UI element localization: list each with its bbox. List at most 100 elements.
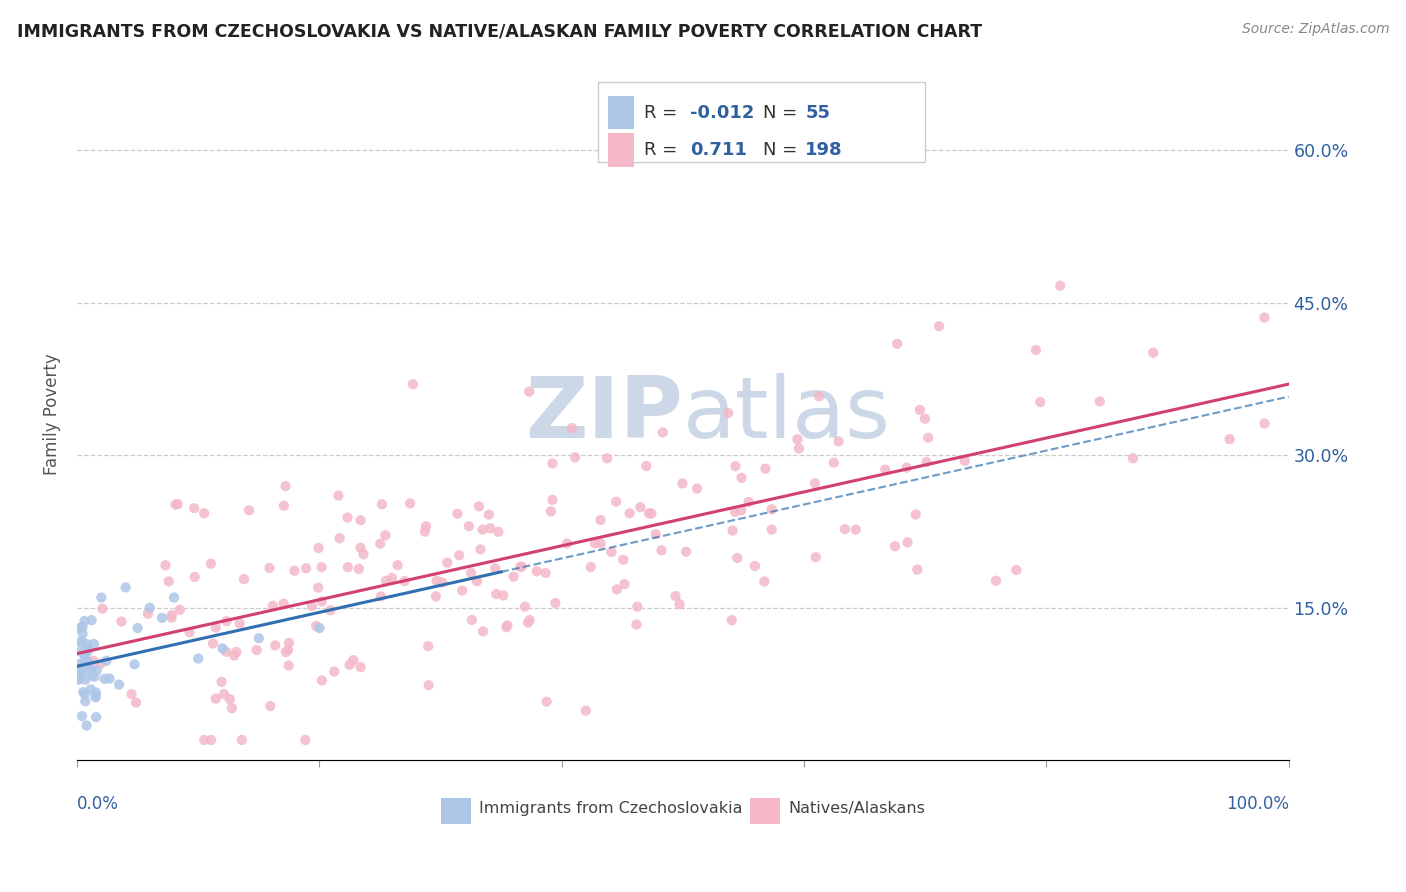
- Point: [76, 637, 98, 651]
- Point: [93, 672, 115, 686]
- Point: [510, 559, 533, 574]
- Point: [1049, 278, 1071, 293]
- Point: [1219, 432, 1241, 446]
- Point: [884, 539, 907, 553]
- Point: [517, 615, 540, 630]
- Point: [664, 589, 686, 603]
- Point: [461, 613, 484, 627]
- Point: [278, 636, 301, 650]
- Point: [160, 607, 183, 622]
- Point: [72, 620, 94, 634]
- Text: ZIP: ZIP: [526, 373, 683, 456]
- Point: [73, 614, 96, 628]
- Point: [626, 599, 648, 614]
- Text: 0.0%: 0.0%: [77, 795, 120, 813]
- Point: [502, 569, 524, 583]
- Point: [224, 648, 246, 663]
- Point: [90, 591, 112, 605]
- Point: [675, 545, 697, 559]
- Point: [436, 556, 458, 570]
- Point: [84, 685, 107, 699]
- Point: [233, 572, 256, 586]
- Point: [91, 601, 114, 615]
- Point: [349, 513, 371, 527]
- Point: [75, 648, 97, 662]
- Point: [413, 524, 436, 539]
- Point: [75, 694, 97, 708]
- Point: [725, 550, 748, 565]
- Point: [761, 523, 783, 537]
- Point: [613, 577, 636, 591]
- Point: [619, 506, 641, 520]
- Point: [686, 482, 709, 496]
- Point: [215, 645, 238, 659]
- Point: [823, 456, 845, 470]
- Point: [638, 506, 661, 520]
- Point: [896, 460, 918, 475]
- Point: [183, 501, 205, 516]
- Point: [295, 561, 318, 575]
- Point: [928, 319, 950, 334]
- Point: [80, 613, 103, 627]
- Bar: [607, 96, 634, 129]
- Text: R =: R =: [644, 103, 683, 121]
- Point: [541, 492, 564, 507]
- Point: [845, 523, 868, 537]
- Point: [277, 643, 299, 657]
- Point: [121, 687, 143, 701]
- Point: [336, 510, 359, 524]
- Point: [492, 589, 515, 603]
- Point: [80, 664, 103, 678]
- Point: [589, 513, 612, 527]
- Text: IMMIGRANTS FROM CZECHOSLOVAKIA VS NATIVE/ALASKAN FAMILY POVERTY CORRELATION CHAR: IMMIGRANTS FROM CZECHOSLOVAKIA VS NATIVE…: [17, 22, 981, 40]
- Point: [67, 673, 90, 687]
- Point: [564, 450, 586, 465]
- Point: [165, 498, 187, 512]
- Point: [353, 547, 375, 561]
- Point: [77, 658, 100, 673]
- Point: [1088, 394, 1111, 409]
- Point: [834, 522, 856, 536]
- Point: [478, 508, 501, 522]
- Point: [262, 599, 284, 613]
- Point: [425, 590, 447, 604]
- Point: [259, 699, 281, 714]
- Point: [387, 558, 409, 573]
- Point: [200, 557, 222, 571]
- Point: [347, 562, 370, 576]
- Point: [212, 687, 235, 701]
- Text: R =: R =: [644, 141, 683, 159]
- Point: [305, 619, 328, 633]
- Point: [70, 709, 93, 723]
- Point: [471, 523, 494, 537]
- Point: [84, 689, 107, 703]
- Point: [187, 651, 209, 665]
- Bar: [607, 134, 634, 167]
- Point: [311, 673, 333, 688]
- Point: [83, 637, 105, 651]
- Point: [215, 614, 238, 628]
- Point: [744, 558, 766, 573]
- Point: [69, 621, 91, 635]
- Point: [163, 591, 186, 605]
- Text: N =: N =: [763, 141, 797, 159]
- Point: [371, 497, 394, 511]
- Point: [70, 634, 93, 648]
- Point: [89, 657, 111, 671]
- Point: [886, 336, 908, 351]
- Point: [804, 550, 827, 565]
- Point: [211, 641, 233, 656]
- Point: [311, 594, 333, 608]
- Point: [84, 710, 107, 724]
- Point: [984, 574, 1007, 588]
- Point: [80, 668, 103, 682]
- Point: [457, 519, 479, 533]
- Point: [808, 389, 831, 403]
- Point: [730, 471, 752, 485]
- Point: [169, 603, 191, 617]
- Point: [724, 459, 747, 474]
- Point: [1122, 451, 1144, 466]
- Point: [349, 660, 371, 674]
- FancyBboxPatch shape: [598, 82, 925, 162]
- Point: [375, 574, 398, 588]
